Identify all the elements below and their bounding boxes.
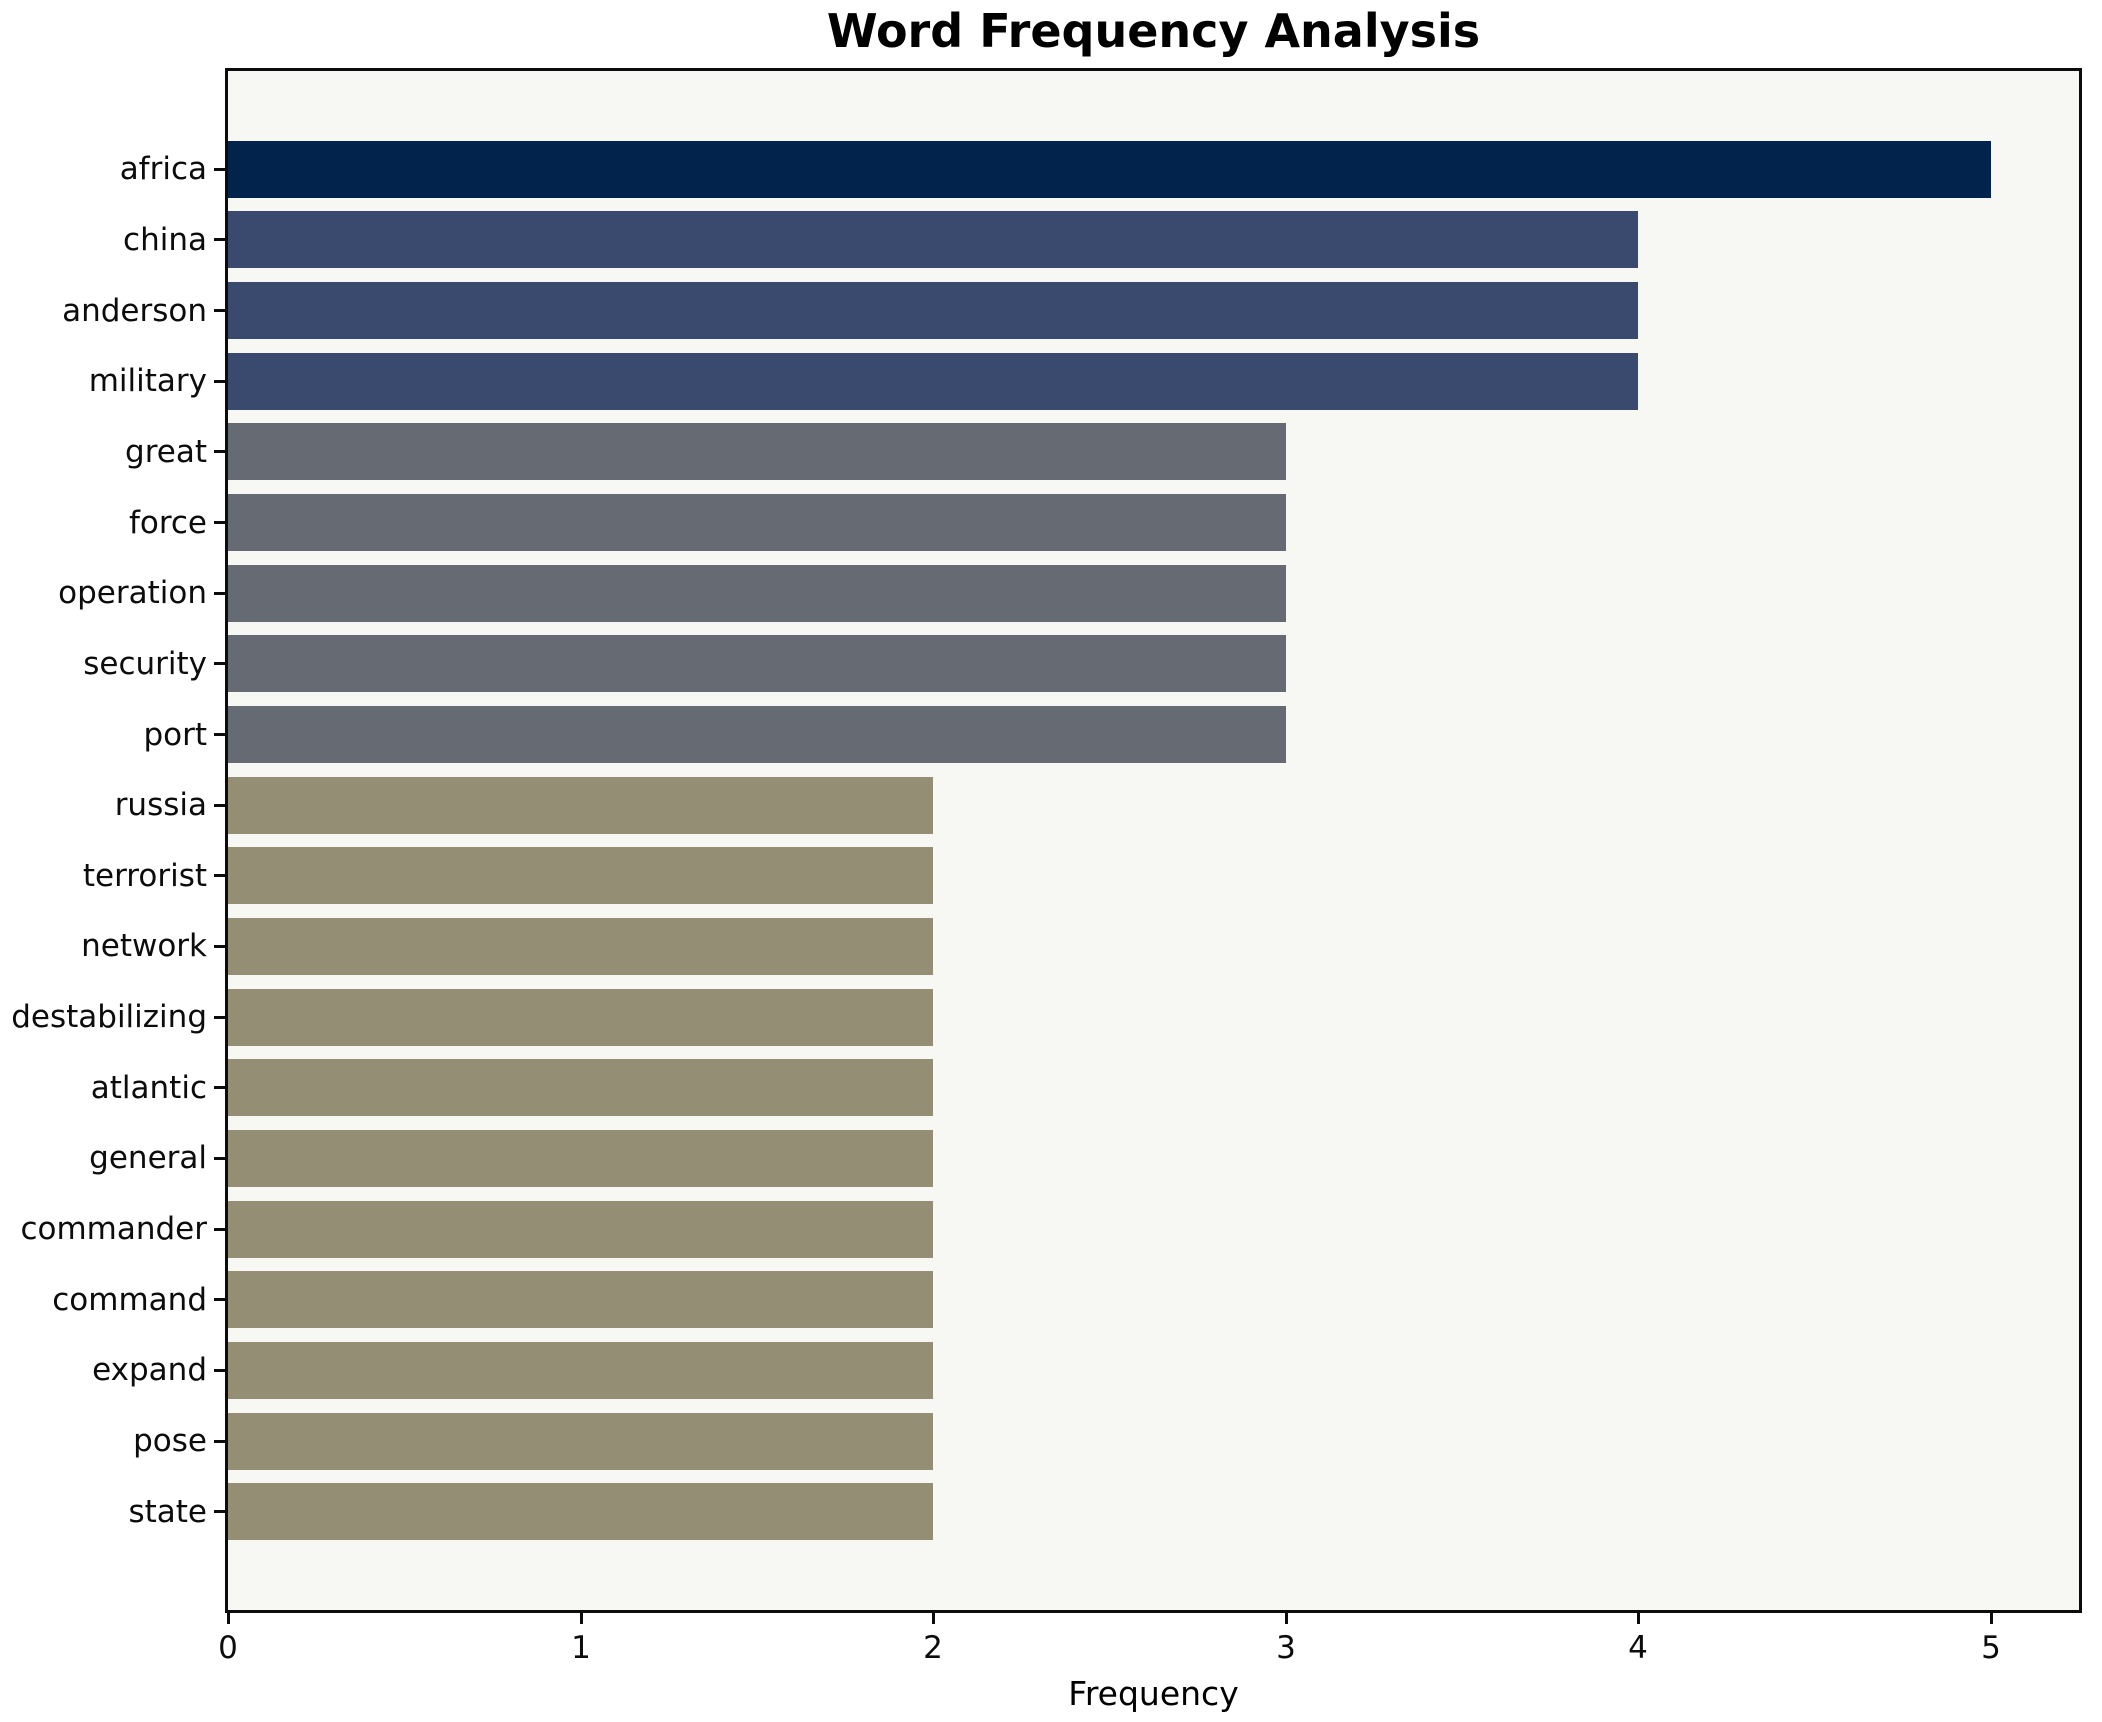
bar [228, 1413, 933, 1470]
y-tick-mark [214, 168, 225, 171]
chart-title: Word Frequency Analysis [826, 4, 1481, 58]
bar [228, 989, 933, 1046]
y-tick-mark [214, 804, 225, 807]
y-tick-mark [214, 521, 225, 524]
y-tick-label: pose [133, 1423, 207, 1459]
y-tick-mark [214, 1510, 225, 1513]
x-tick-label: 0 [218, 1630, 238, 1666]
x-tick-label: 2 [923, 1630, 943, 1666]
y-tick-mark [214, 1086, 225, 1089]
x-tick-mark [932, 1613, 935, 1624]
y-tick-label: russia [114, 787, 207, 823]
y-tick-label: terrorist [82, 858, 207, 894]
y-tick-mark [214, 592, 225, 595]
bar [228, 423, 1286, 480]
y-tick-label: operation [58, 575, 207, 611]
y-tick-mark [214, 662, 225, 665]
x-tick-mark [1990, 1613, 1993, 1624]
x-tick-label: 1 [571, 1630, 591, 1666]
bar [228, 565, 1286, 622]
y-tick-mark [214, 380, 225, 383]
bar [228, 777, 933, 834]
x-tick-mark [580, 1613, 583, 1624]
y-tick-mark [214, 945, 225, 948]
y-tick-label: china [123, 222, 207, 258]
y-tick-label: destabilizing [11, 999, 207, 1035]
y-tick-mark [214, 1440, 225, 1443]
y-tick-label: command [52, 1282, 207, 1318]
bar [228, 847, 933, 904]
y-tick-label: anderson [62, 293, 207, 329]
y-tick-mark [214, 874, 225, 877]
x-tick-label: 3 [1276, 1630, 1296, 1666]
bar [228, 1342, 933, 1399]
y-tick-mark [214, 450, 225, 453]
bar [228, 494, 1286, 551]
y-tick-mark [214, 1298, 225, 1301]
bar [228, 1201, 933, 1258]
bar [228, 141, 1991, 198]
plot-area [225, 68, 2082, 1613]
x-tick-mark [227, 1613, 230, 1624]
y-tick-label: africa [119, 151, 207, 187]
x-tick-label: 5 [1981, 1630, 2001, 1666]
bar [228, 353, 1638, 410]
y-tick-label: security [83, 646, 207, 682]
y-tick-label: state [128, 1494, 207, 1530]
y-tick-label: atlantic [90, 1070, 207, 1106]
y-tick-label: network [81, 928, 207, 964]
y-tick-mark [214, 1228, 225, 1231]
y-tick-label: general [89, 1140, 207, 1176]
y-tick-label: port [143, 717, 207, 753]
y-tick-mark [214, 733, 225, 736]
y-tick-label: military [88, 363, 207, 399]
y-tick-label: great [125, 434, 207, 470]
y-tick-mark [214, 238, 225, 241]
y-tick-label: expand [92, 1352, 207, 1388]
y-tick-mark [214, 1016, 225, 1019]
bar [228, 706, 1286, 763]
x-tick-mark [1285, 1613, 1288, 1624]
y-tick-mark [214, 309, 225, 312]
x-tick-mark [1637, 1613, 1640, 1624]
bar [228, 211, 1638, 268]
bar [228, 1483, 933, 1540]
y-tick-mark [214, 1157, 225, 1160]
bar [228, 1130, 933, 1187]
x-tick-label: 4 [1628, 1630, 1648, 1666]
y-tick-mark [214, 1369, 225, 1372]
y-tick-label: force [128, 505, 207, 541]
bar [228, 282, 1638, 339]
bar [228, 918, 933, 975]
bar [228, 1059, 933, 1116]
bar [228, 1271, 933, 1328]
y-tick-label: commander [20, 1211, 207, 1247]
bar [228, 635, 1286, 692]
x-axis-label: Frequency [1068, 1674, 1239, 1713]
